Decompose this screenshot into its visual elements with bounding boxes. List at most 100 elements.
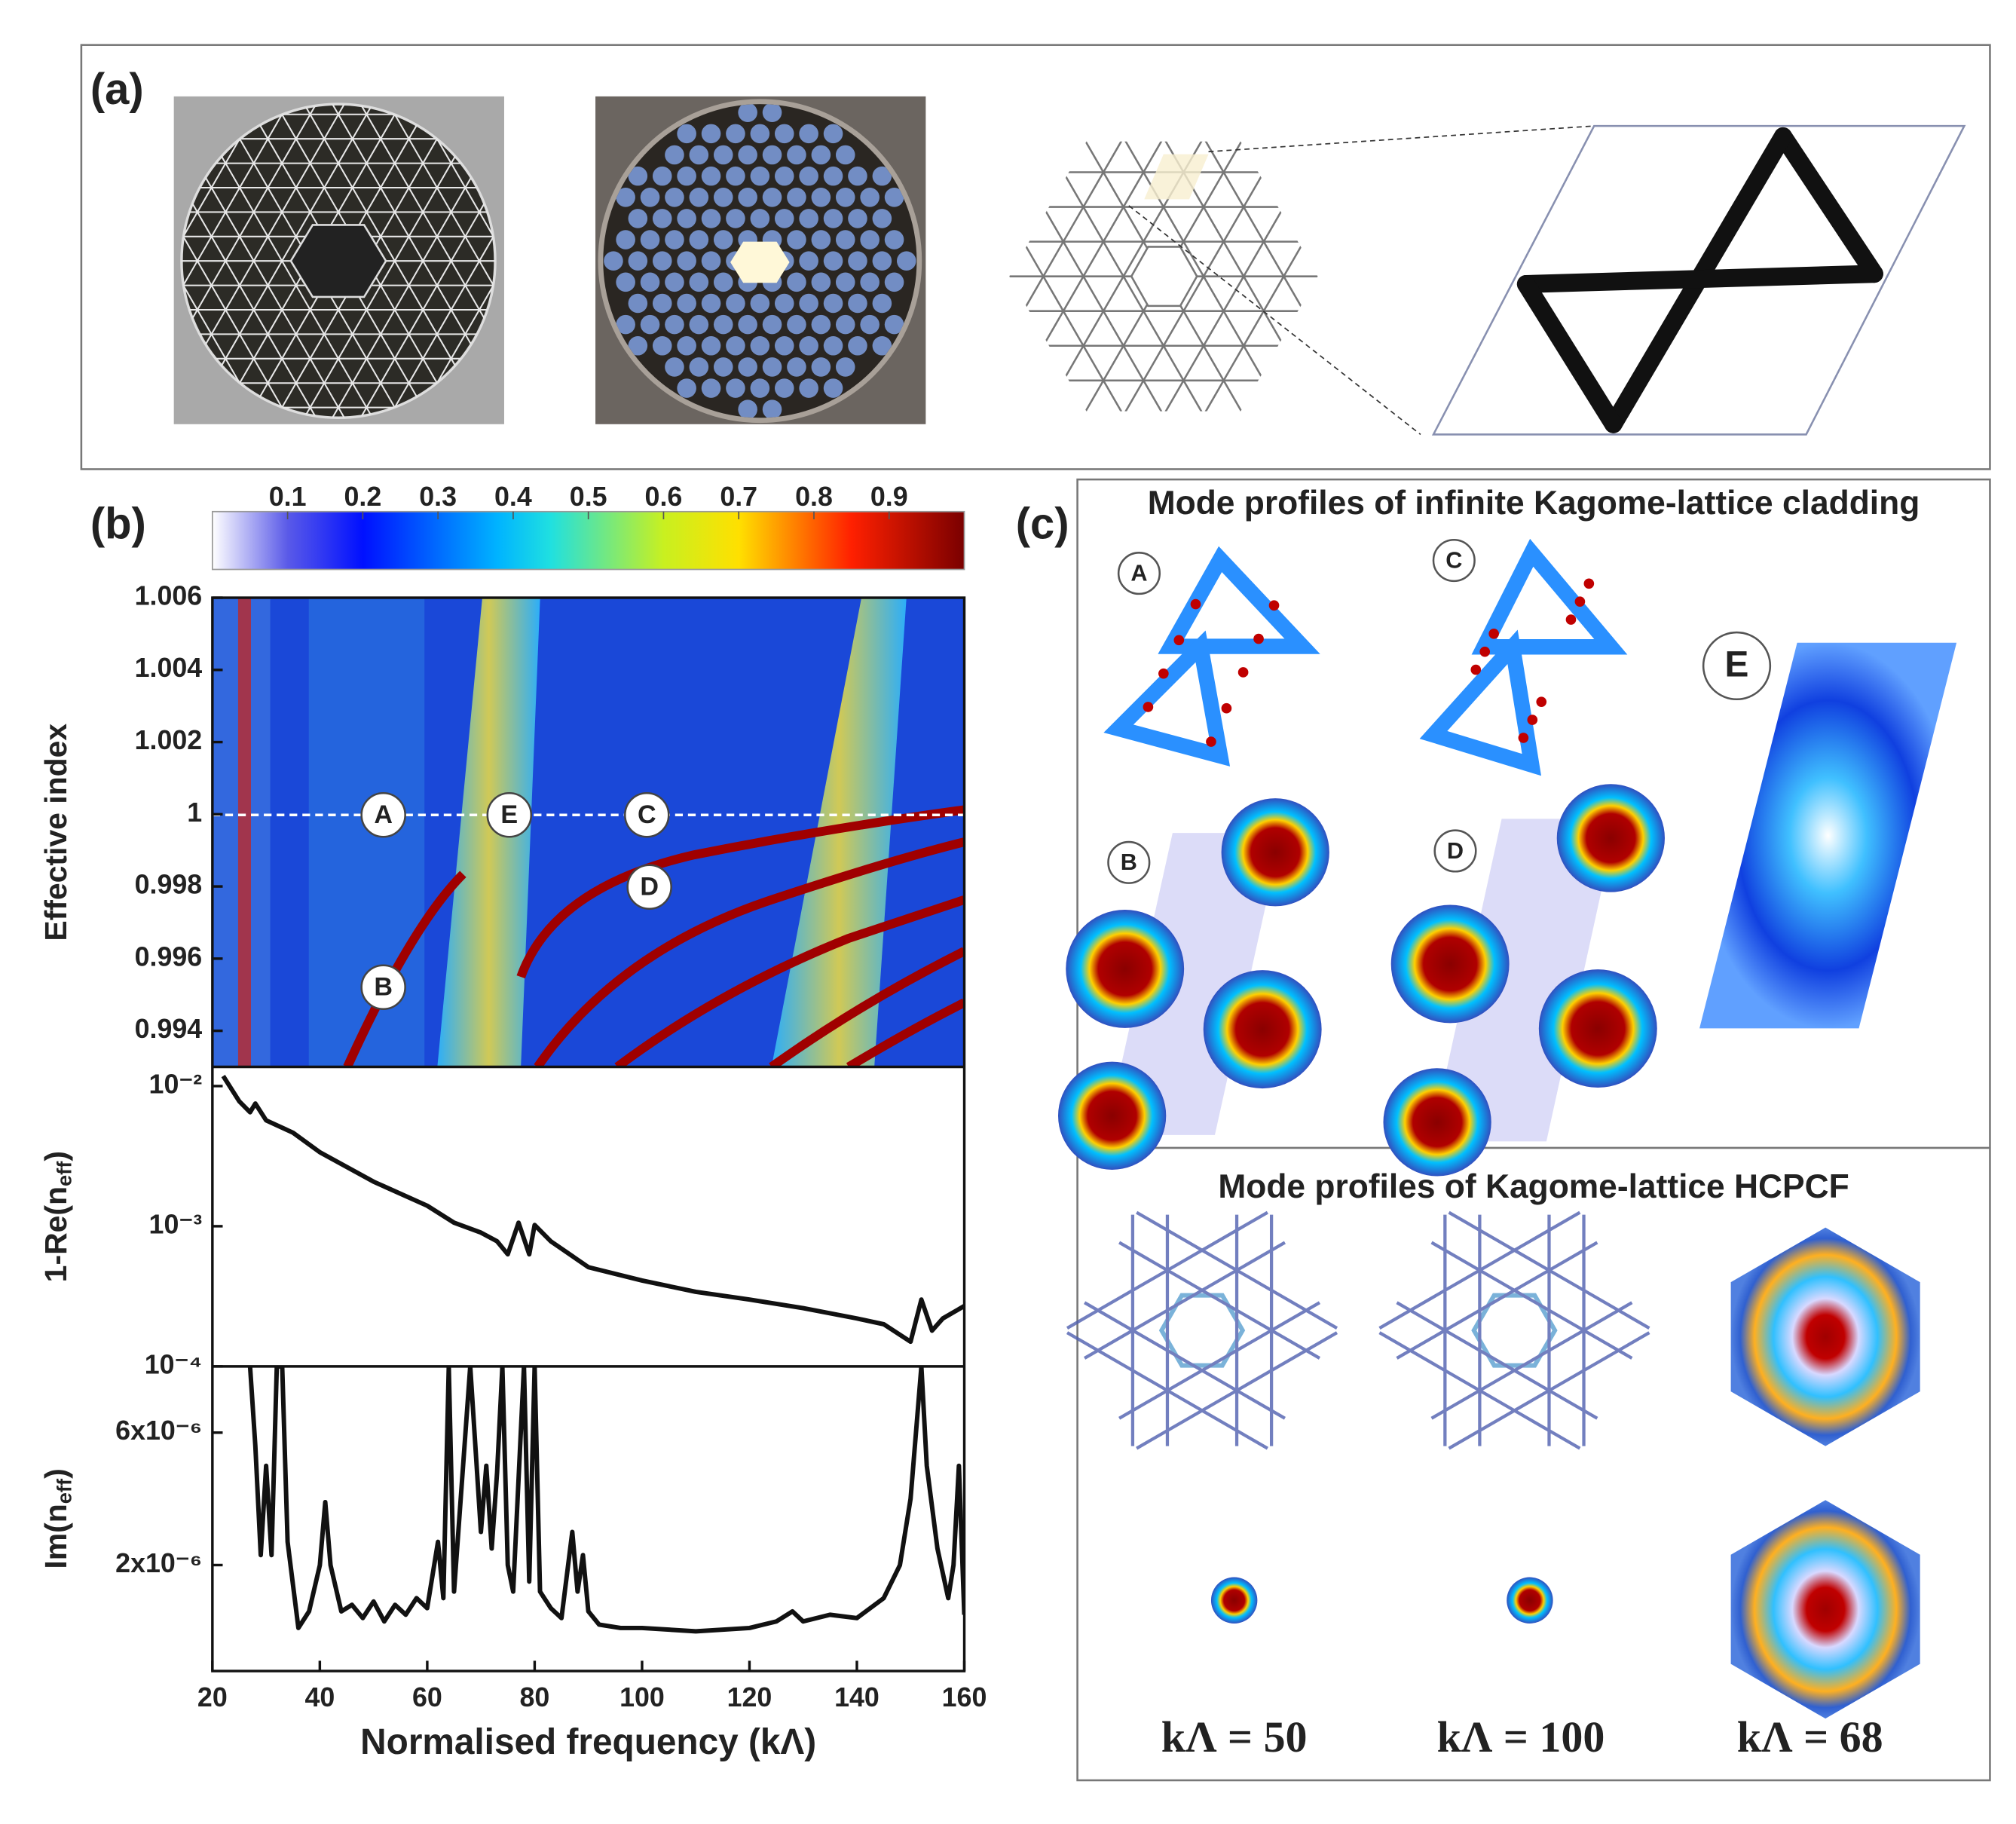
colorbar [211,510,965,571]
mode-label: B [1121,849,1137,875]
optical-cell [628,335,648,356]
mode-hotspot [1190,598,1201,610]
lattice-line [317,104,486,370]
core-mode [1507,1577,1553,1624]
lattice-line [359,104,496,345]
optical-cell [823,293,843,314]
lattice-line [1169,141,1318,370]
annotation-label: C [638,800,656,829]
optical-cell [823,124,843,144]
lattice-line [381,188,496,418]
mode-field [1106,833,1282,1135]
lattice-line [1019,141,1188,387]
optical-cell [774,378,794,398]
mode-label: C [1445,546,1462,573]
optical-cell [677,378,696,398]
mode-profiles: A C E B DkΛ = 50 kΛ = 100 kΛ = 68 [1058,538,1957,1761]
annotation-marker [626,864,672,910]
optical-cell [811,357,831,377]
annotation-marker [360,791,406,838]
y-axis-label: Effective index [38,724,73,941]
optical-cell [835,357,855,377]
optical-cell [774,209,794,228]
optical-cell [811,187,831,207]
y-tick-label: 1 [187,797,202,828]
mode-strut [1103,630,1231,767]
x-tick-label: 80 [520,1682,550,1712]
x-tick-label: 140 [834,1682,880,1712]
optical-cell [835,187,855,207]
y-axis-label-part: ) [38,1468,73,1479]
optical-cell [726,209,745,228]
optical-cell [884,314,904,335]
optical-cell [616,187,635,207]
zoom-line [1128,205,1421,436]
optical-cell [762,314,782,335]
lattice-line [181,104,317,345]
optical-cell [701,335,721,356]
optical-cell [823,209,843,228]
optical-cell [811,145,831,165]
mode-lobe [1390,904,1510,1024]
frequency-label: kΛ = 50 [1161,1712,1308,1761]
mode-field [1699,642,1957,1029]
optical-cell [860,314,880,335]
optical-cell [701,209,721,228]
mode-marker [1432,539,1476,583]
panel-label: (b) [90,500,146,549]
optical-cell [823,335,843,356]
optical-cell [689,357,709,377]
mode-hotspot [1206,736,1216,747]
lattice-line [1009,141,1158,370]
fiber-strut [1430,1241,1633,1360]
optical-cell [640,230,660,249]
data-line [221,1075,965,1345]
optical-cell [762,399,782,418]
optical-cell [860,272,880,292]
optical-cell [774,293,794,314]
mode-hotspot [1158,668,1169,679]
optical-cell [872,335,892,356]
optical-cell [677,124,696,144]
lattice-line [1139,166,1308,412]
optical-cell [628,209,648,228]
optical-cell [872,209,892,228]
annotation-marker [624,791,670,838]
optical-cell [652,251,672,271]
optical-cell [726,124,745,144]
optical-cell [762,357,782,377]
y-tick-label: 10⁻³ [149,1209,203,1239]
fiber-strut [1396,1301,1598,1420]
colorbar-tick-label: 0.6 [645,482,683,512]
optical-cell [774,166,794,186]
optical-cell [750,378,770,398]
mode-marker [1107,840,1151,884]
optical-cell [701,166,721,186]
optical-cell [640,272,660,292]
mode-label: D [1447,837,1464,864]
optical-cell [835,145,855,165]
mode-hotspot [1518,733,1529,743]
optical-cell [750,335,770,356]
fiber-strut [1084,1301,1286,1420]
unit-cell-struts [1516,127,1883,433]
lattice-line [191,104,359,370]
y-tick-label: 1.006 [135,580,203,611]
fiber-core-wall [1158,1293,1246,1368]
optical-cell [604,251,623,271]
mode-hotspot [1253,633,1264,644]
optical-cell [677,293,696,314]
fiber-structure [1378,1210,1650,1450]
annotation-label: B [374,972,393,1001]
optical-cell [628,166,648,186]
optical-cells [604,104,916,418]
mode-field [1730,1227,1920,1446]
mode-lobe [1203,970,1322,1089]
optical-cell [872,166,892,186]
panel-label: (a) [90,66,144,114]
optical-cell [848,209,867,228]
optical-cell [701,378,721,398]
panel-a-frame [80,44,1991,470]
mode-field [1430,819,1617,1142]
mode-hotspot [1221,702,1232,714]
